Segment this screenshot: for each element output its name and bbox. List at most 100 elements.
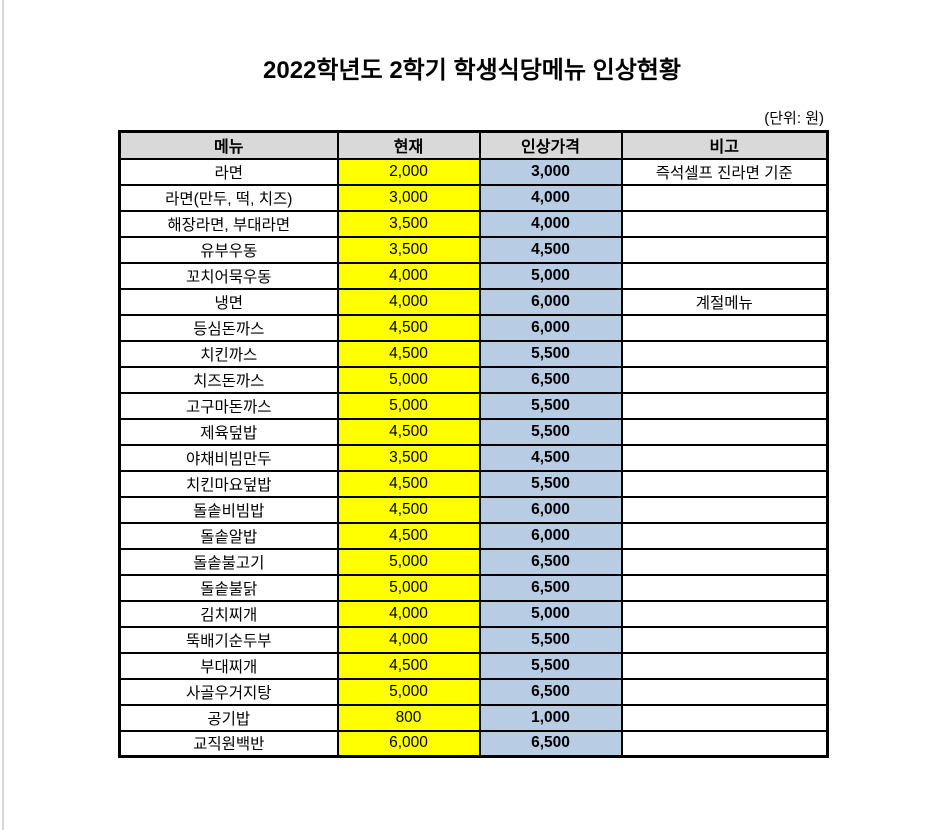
note-cell	[620, 443, 829, 472]
current-price-cell: 4,500	[336, 651, 481, 680]
table-row: 교직원백반 6,000 6,500	[118, 729, 829, 758]
document-body: 2022학년도 2학기 학생식당메뉴 인상현황 (단위: 원) 메뉴 현재 인상…	[118, 50, 829, 758]
note-cell	[620, 729, 829, 758]
raised-price-cell: 5,500	[478, 391, 623, 420]
raised-price-cell: 4,000	[478, 209, 623, 238]
raised-price-cell: 5,000	[478, 599, 623, 628]
menu-cell: 라면	[118, 157, 339, 186]
table-row: 냉면 4,000 6,000 계절메뉴	[118, 287, 829, 316]
note-cell	[620, 235, 829, 264]
current-price-cell: 800	[336, 703, 481, 732]
table-header-row: 메뉴 현재 인상가격 비고	[118, 130, 829, 160]
table-row: 꼬치어묵우동 4,000 5,000	[118, 261, 829, 290]
note-cell	[620, 417, 829, 446]
note-cell	[620, 677, 829, 706]
menu-cell: 돌솥불고기	[118, 547, 339, 576]
column-header-raised: 인상가격	[478, 130, 623, 160]
menu-cell: 치킨마요덮밥	[118, 469, 339, 498]
table-row: 돌솥불닭 5,000 6,500	[118, 573, 829, 602]
note-cell	[620, 599, 829, 628]
raised-price-cell: 6,500	[478, 573, 623, 602]
current-price-cell: 4,500	[336, 469, 481, 498]
table-row: 고구마돈까스 5,000 5,500	[118, 391, 829, 420]
menu-cell: 교직원백반	[118, 729, 339, 758]
menu-cell: 야채비빔만두	[118, 443, 339, 472]
page-title: 2022학년도 2학기 학생식당메뉴 인상현황	[263, 57, 681, 84]
current-price-cell: 4,000	[336, 625, 481, 654]
menu-cell: 치킨까스	[118, 339, 339, 368]
note-cell	[620, 573, 829, 602]
note-cell	[620, 495, 829, 524]
current-price-cell: 6,000	[336, 729, 481, 758]
menu-cell: 냉면	[118, 287, 339, 316]
raised-price-cell: 6,500	[478, 729, 623, 758]
current-price-cell: 3,500	[336, 235, 481, 264]
raised-price-cell: 1,000	[478, 703, 623, 732]
current-price-cell: 3,500	[336, 209, 481, 238]
column-header-note: 비고	[620, 130, 829, 160]
column-header-current: 현재	[336, 130, 481, 160]
note-cell	[620, 261, 829, 290]
table-row: 라면(만두, 떡, 치즈) 3,000 4,000	[118, 183, 829, 212]
raised-price-cell: 5,500	[478, 625, 623, 654]
current-price-cell: 5,000	[336, 677, 481, 706]
note-cell	[620, 339, 829, 368]
raised-price-cell: 4,000	[478, 183, 623, 212]
current-price-cell: 4,500	[336, 339, 481, 368]
raised-price-cell: 6,500	[478, 547, 623, 576]
menu-cell: 사골우거지탕	[118, 677, 339, 706]
raised-price-cell: 6,000	[478, 313, 623, 342]
column-header-menu: 메뉴	[118, 130, 339, 160]
table-row: 치킨까스 4,500 5,500	[118, 339, 829, 368]
table-row: 돌솥비빔밥 4,500 6,000	[118, 495, 829, 524]
table-row: 돌솥불고기 5,000 6,500	[118, 547, 829, 576]
raised-price-cell: 5,500	[478, 339, 623, 368]
menu-cell: 돌솥비빔밥	[118, 495, 339, 524]
current-price-cell: 4,000	[336, 287, 481, 316]
menu-cell: 부대찌개	[118, 651, 339, 680]
table-row: 사골우거지탕 5,000 6,500	[118, 677, 829, 706]
current-price-cell: 5,000	[336, 365, 481, 394]
current-price-cell: 4,000	[336, 599, 481, 628]
raised-price-cell: 4,500	[478, 235, 623, 264]
menu-cell: 제육덮밥	[118, 417, 339, 446]
current-price-cell: 4,500	[336, 521, 481, 550]
current-price-cell: 4,500	[336, 313, 481, 342]
page-edge-line	[2, 0, 4, 830]
menu-cell: 돌솥알밥	[118, 521, 339, 550]
table-row: 공기밥 800 1,000	[118, 703, 829, 732]
current-price-cell: 5,000	[336, 573, 481, 602]
note-cell	[620, 651, 829, 680]
raised-price-cell: 6,000	[478, 521, 623, 550]
menu-cell: 김치찌개	[118, 599, 339, 628]
menu-cell: 꼬치어묵우동	[118, 261, 339, 290]
current-price-cell: 4,500	[336, 495, 481, 524]
note-cell	[620, 365, 829, 394]
table-row: 해장라면, 부대라면 3,500 4,000	[118, 209, 829, 238]
table-row: 뚝배기순두부 4,000 5,500	[118, 625, 829, 654]
raised-price-cell: 5,500	[478, 469, 623, 498]
table-row: 등심돈까스 4,500 6,000	[118, 313, 829, 342]
note-cell	[620, 313, 829, 342]
raised-price-cell: 5,500	[478, 417, 623, 446]
current-price-cell: 2,000	[336, 157, 481, 186]
current-price-cell: 5,000	[336, 391, 481, 420]
menu-cell: 등심돈까스	[118, 313, 339, 342]
table-row: 치즈돈까스 5,000 6,500	[118, 365, 829, 394]
raised-price-cell: 6,500	[478, 365, 623, 394]
current-price-cell: 4,000	[336, 261, 481, 290]
menu-cell: 유부우동	[118, 235, 339, 264]
menu-cell: 공기밥	[118, 703, 339, 732]
note-cell: 즉석셀프 진라면 기준	[620, 157, 829, 186]
table-row: 김치찌개 4,000 5,000	[118, 599, 829, 628]
table-row: 유부우동 3,500 4,500	[118, 235, 829, 264]
note-cell: 계절메뉴	[620, 287, 829, 316]
current-price-cell: 3,500	[336, 443, 481, 472]
raised-price-cell: 4,500	[478, 443, 623, 472]
menu-cell: 뚝배기순두부	[118, 625, 339, 654]
table-row: 라면 2,000 3,000 즉석셀프 진라면 기준	[118, 157, 829, 186]
table-row: 야채비빔만두 3,500 4,500	[118, 443, 829, 472]
current-price-cell: 3,000	[336, 183, 481, 212]
raised-price-cell: 3,000	[478, 157, 623, 186]
menu-cell: 고구마돈까스	[118, 391, 339, 420]
